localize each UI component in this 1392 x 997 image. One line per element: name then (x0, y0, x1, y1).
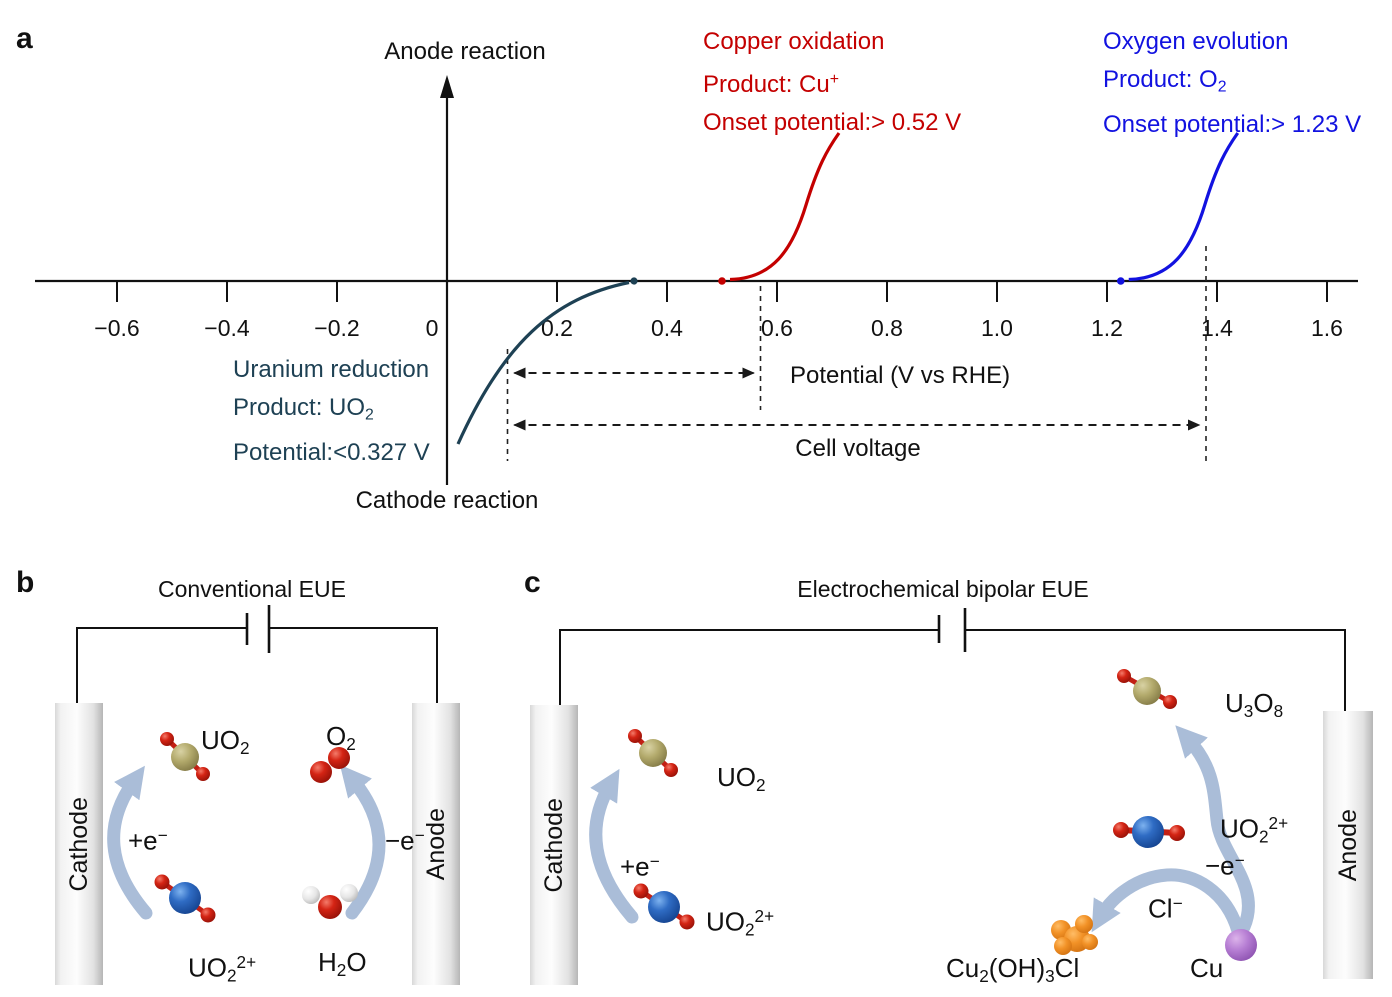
panel-c-letter: c (524, 566, 541, 599)
uranyl-ion-molecule (633, 883, 695, 930)
anode-label: Anode (1333, 808, 1362, 882)
x-tick-label: 0.6 (761, 315, 793, 341)
panel-b-title: Conventional EUE (158, 576, 346, 602)
panel-a-letter: a (16, 22, 33, 55)
x-tick-label: 0 (426, 315, 439, 341)
copper-sphere (1225, 929, 1257, 961)
uranium-reduction-annotation: Uranium reduction Product: UO2 Potential… (233, 351, 430, 472)
x-tick-label: 0.8 (871, 315, 903, 341)
cathode-electrode (55, 703, 103, 985)
circuit-wire (76, 605, 438, 703)
annotation-line: Uranium reduction (233, 356, 430, 383)
annotation-line: Potential:<0.327 V (233, 439, 430, 467)
annotation-line: Oxygen evolution (1103, 28, 1289, 55)
uranyl-ion-label: UO22+ (706, 906, 775, 940)
y-axis-arrowhead (440, 75, 454, 98)
panel-c: Electrochemical bipolar EUE Cathode Anod… (520, 555, 1392, 997)
plus-electron-label: +e− (620, 851, 660, 882)
anode-electrode (1323, 711, 1373, 979)
u3o8-label: U3O8 (1225, 688, 1284, 721)
copper-label: Cu (1190, 953, 1224, 983)
x-tick-label: 0.4 (651, 315, 683, 341)
uo2-label: UO2 (201, 725, 250, 758)
cell-voltage-label: Cell voltage (795, 435, 921, 462)
chloride-label: Cl− (1148, 893, 1183, 924)
minus-electron-label: −e− (385, 825, 425, 856)
copper-hydroxychloride-particle (1051, 915, 1098, 955)
copper-oxidation-annotation: Copper oxidation Product: Cu+ Onset pote… (703, 23, 961, 142)
conventional-eue-schematic (55, 605, 460, 985)
annotation-line: Copper oxidation (703, 28, 885, 55)
plus-electron-label: +e− (128, 825, 168, 856)
x-tick-label: 1.0 (981, 315, 1013, 341)
annotation-line: Product: Cu+ (703, 70, 839, 98)
minus-electron-label: −e− (1205, 850, 1245, 881)
anodic-curve (729, 132, 841, 282)
chloride-arrow (1091, 868, 1245, 938)
y-axis-bottom-label: Cathode reaction (355, 487, 539, 514)
x-axis-label: Potential (V vs RHE) (790, 362, 1011, 389)
cathode-label: Cathode (64, 796, 93, 892)
o2-molecule (310, 747, 350, 783)
uo2-label: UO2 (717, 762, 766, 795)
annotation-line: Product: UO2 (233, 394, 374, 424)
anodic-curve (1128, 132, 1240, 282)
copper-hydroxychloride-label: Cu2(OH)3Cl (946, 953, 1080, 986)
reduction-arrow (589, 768, 639, 924)
cathodic-curve (456, 280, 630, 445)
u3o8-molecule (1117, 669, 1177, 709)
x-tick-label: −0.2 (314, 315, 359, 341)
uo2-molecule (160, 732, 210, 781)
circuit-wire (559, 608, 1346, 711)
x-tick-label: −0.6 (94, 315, 139, 341)
uranyl-ion-molecule (154, 874, 216, 923)
panel-c-title: Electrochemical bipolar EUE (797, 576, 1089, 602)
x-tick-label: 1.6 (1311, 315, 1343, 341)
uranyl-ion-right-label: UO22+ (1220, 813, 1289, 847)
annotation-line: Product: O2 (1103, 66, 1227, 96)
uranyl-ion-molecule-right (1113, 816, 1185, 848)
annotation-line: Onset potential:> 0.52 V (703, 108, 962, 136)
panel-b-letter: b (16, 566, 35, 599)
bipolar-eue-schematic (530, 608, 1373, 985)
polarization-chart: −0.6 −0.4 −0.2 0 0.2 0.4 0.6 0.8 1.0 1.2 1.4 1.6 (35, 75, 1358, 485)
x-tick-label: 1.2 (1091, 315, 1123, 341)
equilibrium-dot (718, 277, 726, 285)
oxidation-arrow (1175, 725, 1255, 934)
cathode-label: Cathode (539, 797, 568, 893)
equilibrium-dot (630, 277, 638, 285)
uo2-molecule (628, 729, 678, 777)
oxygen-evolution-annotation: Oxygen evolution Product: O2 Onset poten… (1103, 23, 1361, 144)
x-tick-label: −0.4 (204, 315, 250, 341)
reduction-arrow (107, 765, 153, 920)
h2o-molecule (302, 884, 358, 919)
annotation-line: Onset potential:> 1.23 V (1103, 111, 1362, 139)
o2-label: O2 (326, 721, 356, 754)
oxidation-arrow (339, 764, 386, 920)
equilibrium-dot (1116, 277, 1125, 285)
panel-b: Conventional EUE Cathode Anode UO2 O2 +e… (0, 555, 500, 997)
anode-electrode (412, 703, 460, 985)
y-axis-top-label: Anode reaction (384, 38, 546, 65)
cathode-electrode (530, 705, 578, 985)
h2o-label: H2O (318, 947, 367, 980)
uranyl-ion-label: UO22+ (188, 952, 257, 986)
